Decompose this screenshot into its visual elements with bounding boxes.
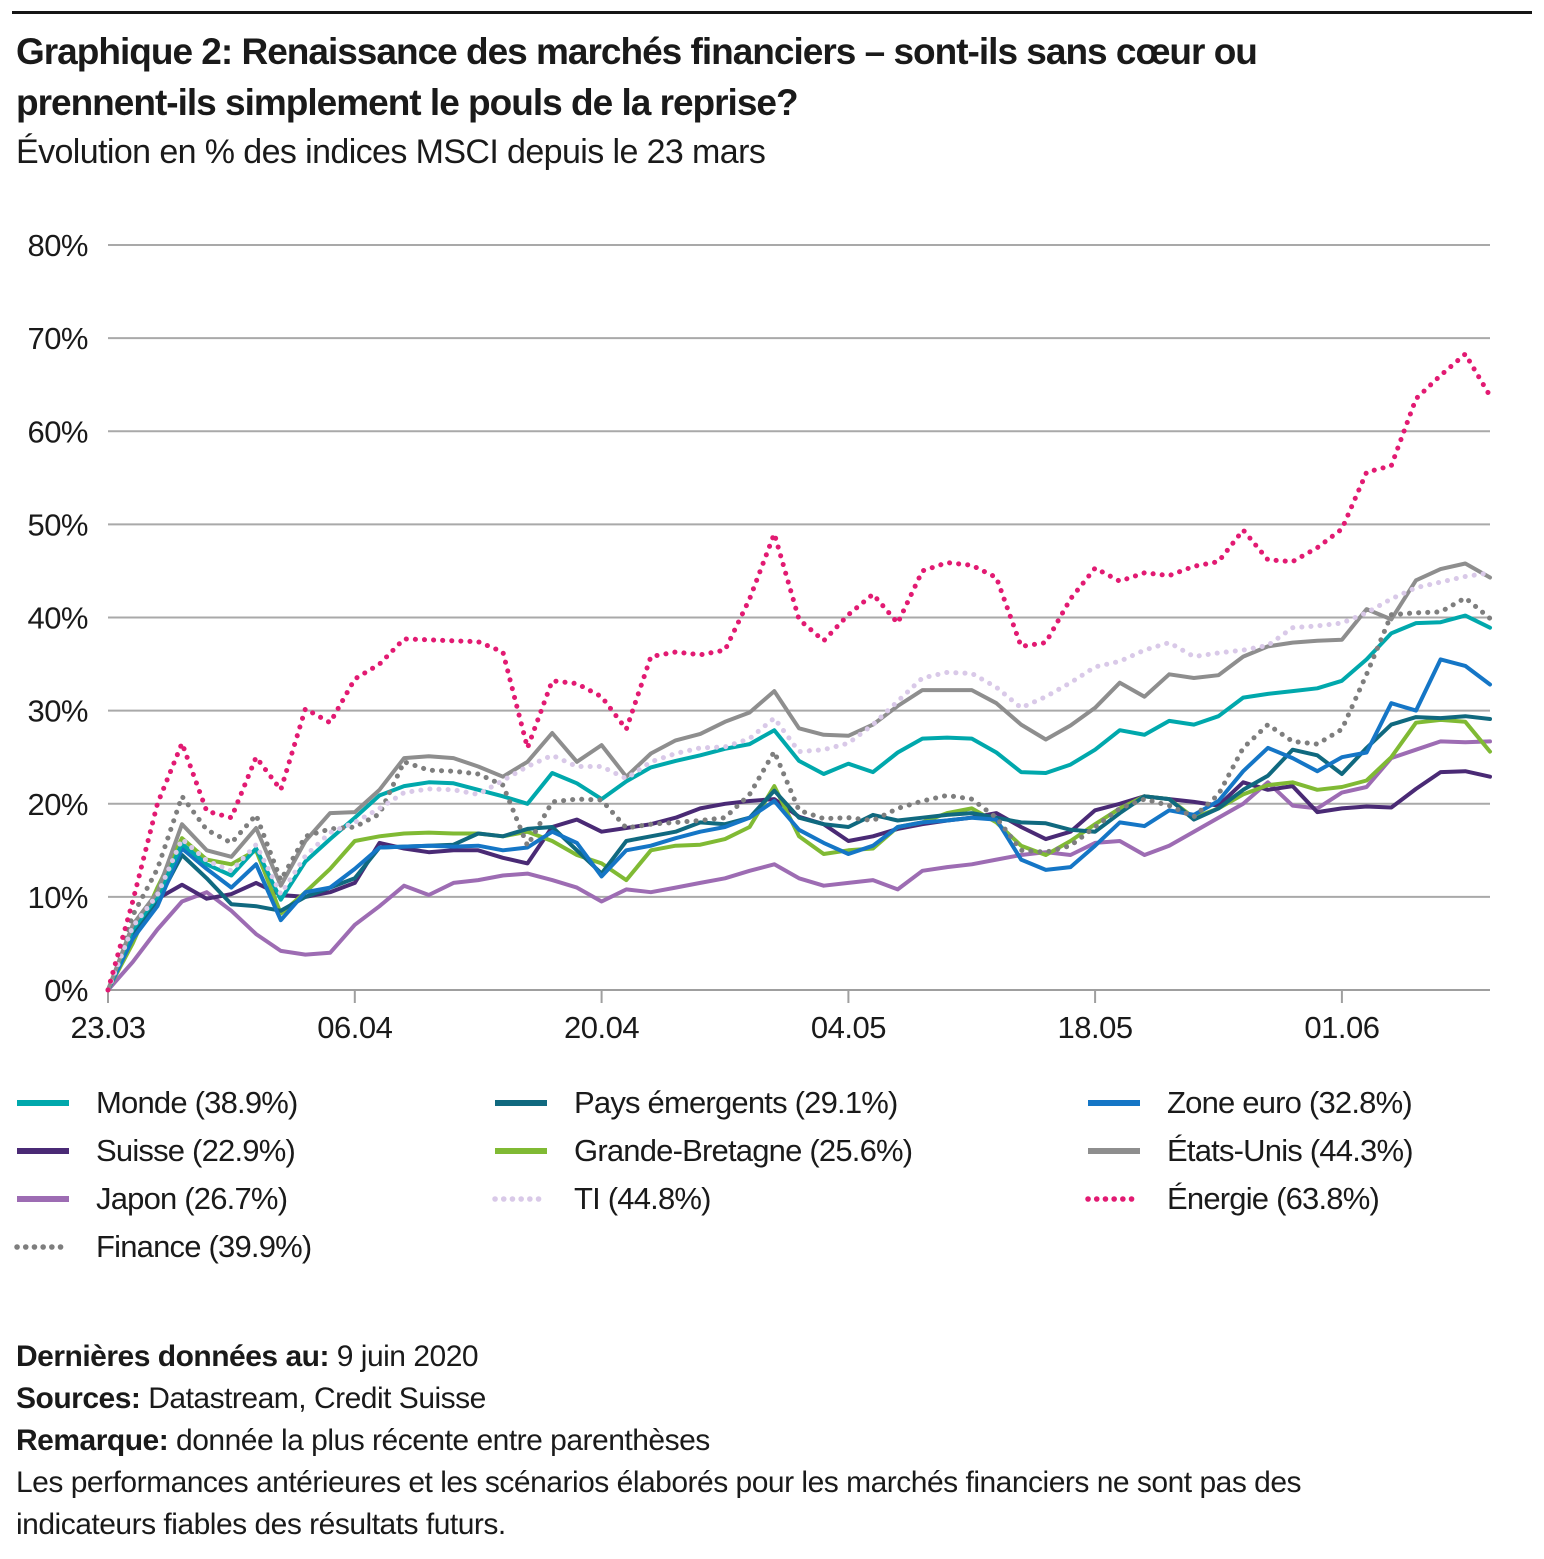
legend-label-japon: Japon (26.7%): [96, 1181, 288, 1216]
legend-item-grande-bretagne: Grande-Bretagne (25.6%): [492, 1127, 913, 1175]
top-rule: [12, 11, 1532, 14]
legend-swatch-ti-icon: [492, 1196, 550, 1202]
legend-label-monde: Monde (38.9%): [96, 1085, 298, 1120]
chart-title-line-1: Graphique 2: Renaissance des marchés fin…: [16, 31, 1258, 72]
chart-subtitle: Évolution en % des indices MSCI depuis l…: [16, 133, 766, 171]
x-axis-tick-label: 20.04: [564, 1010, 639, 1045]
series-line-grande-bretagne: [106, 717, 1492, 992]
legend-item-suisse: Suisse (22.9%): [14, 1127, 311, 1175]
legend-item-ti: TI (44.8%): [492, 1175, 912, 1223]
series-line-japon: [106, 739, 1492, 992]
series-line-energie: [105, 351, 1493, 993]
footer-disclaimer: Les performances antérieures et les scén…: [16, 1466, 1302, 1541]
legend-swatch-energie-icon: [1085, 1196, 1143, 1202]
y-axis-tick-label: 30%: [27, 694, 88, 729]
x-axis-tick-label: 04.05: [811, 1010, 886, 1045]
legend-label-zone-euro: Zone euro (32.8%): [1167, 1085, 1413, 1120]
series-line-finance: [105, 595, 1493, 993]
series-line-etats-unis: [106, 561, 1492, 992]
legend-swatch-suisse-icon: [17, 1148, 69, 1154]
y-axis-tick-label: 70%: [27, 321, 88, 356]
chart-footer: Dernières données au: 9 juin 2020 Source…: [16, 1336, 1426, 1546]
footer-last-data-value: 9 juin 2020: [328, 1340, 479, 1373]
footer-remark-value: donnée la plus récente entre parenthèses: [168, 1424, 710, 1457]
footer-last-data-line: Dernières données au: 9 juin 2020: [16, 1336, 1426, 1378]
x-axis-tick-label: 01.06: [1304, 1010, 1379, 1045]
series-line-ti: [105, 570, 1493, 993]
legend-label-suisse: Suisse (22.9%): [96, 1133, 296, 1168]
legend-swatch-grande-bretagne-icon: [495, 1148, 547, 1154]
legend-label-grande-bretagne: Grande-Bretagne (25.6%): [574, 1133, 913, 1168]
legend-label-ti: TI (44.8%): [574, 1181, 712, 1216]
chart-title: Graphique 2: Renaissance des marchés fin…: [16, 26, 1476, 128]
x-axis-tick-label: 23.03: [70, 1010, 145, 1045]
x-axis-tick-label: 06.04: [317, 1010, 392, 1045]
y-axis-tick-label: 50%: [27, 507, 88, 542]
series-line-pays-emergents: [106, 714, 1492, 992]
legend-swatch-etats-unis-icon: [1088, 1148, 1140, 1154]
footer-sources-label: Sources:: [16, 1382, 141, 1415]
legend-swatch-monde-icon: [17, 1100, 69, 1106]
y-axis-tick-label: 60%: [27, 414, 88, 449]
y-axis-tick-label: 40%: [27, 601, 88, 636]
legend-column-2: Pays émergents (29.1%) Grande-Bretagne (2…: [492, 1079, 913, 1223]
chart-header: Graphique 2: Renaissance des marchés fin…: [16, 26, 1476, 174]
legend-swatch-pays-emergents-icon: [495, 1100, 547, 1106]
legend-label-energie: Énergie (63.8%): [1167, 1181, 1380, 1216]
footer-remark-label: Remarque:: [16, 1424, 169, 1457]
legend-label-finance: Finance (39.9%): [96, 1229, 312, 1264]
y-axis-tick-label: 0%: [44, 973, 88, 1008]
legend-column-3: Zone euro (32.8%) États-Unis (44.3%) Énerg…: [1085, 1079, 1414, 1223]
chart-title-line-2: prennent-ils simplement le pouls de la r…: [16, 82, 799, 123]
footer-remark-line: Remarque: donnée la plus récente entre p…: [16, 1420, 1426, 1462]
chart-legend: Monde (38.9%) Suisse (22.9%) Japon (26.7%)…: [0, 1079, 1544, 1295]
legend-column-1: Monde (38.9%) Suisse (22.9%) Japon (26.7%)…: [14, 1079, 312, 1271]
series-line-zone-euro: [106, 657, 1492, 992]
legend-swatch-zone-euro-icon: [1088, 1100, 1140, 1106]
series-line-monde: [106, 613, 1492, 992]
y-axis-tick-label: 80%: [27, 228, 88, 263]
legend-item-energie: Énergie (63.8%): [1085, 1175, 1413, 1223]
legend-label-pays-emergents: Pays émergents (29.1%): [574, 1085, 898, 1120]
legend-swatch-japon-icon: [17, 1196, 69, 1202]
y-axis-tick-label: 10%: [27, 880, 88, 915]
legend-label-etats-unis: États-Unis (44.3%): [1167, 1133, 1414, 1168]
footer-sources-line: Sources: Datastream, Credit Suisse: [16, 1378, 1426, 1420]
line-chart-plot: 0% 10% 20% 30% 40% 50% 60% 70% 80% 23.03 06.04 20.0…: [27, 228, 1493, 1045]
legend-swatch-finance-icon: [14, 1244, 72, 1250]
y-axis-tick-label: 20%: [27, 787, 88, 822]
legend-item-etats-unis: États-Unis (44.3%): [1085, 1127, 1414, 1175]
legend-item-zone-euro: Zone euro (32.8%): [1085, 1079, 1413, 1127]
legend-item-pays-emergents: Pays émergents (29.1%): [492, 1079, 912, 1127]
legend-item-japon: Japon (26.7%): [14, 1175, 311, 1223]
footer-last-data-label: Dernières données au:: [16, 1340, 329, 1373]
legend-item-finance: Finance (39.9%): [14, 1223, 312, 1271]
footer-sources-value: Datastream, Credit Suisse: [140, 1382, 486, 1415]
x-axis-tick-label: 18.05: [1058, 1010, 1133, 1045]
legend-item-monde: Monde (38.9%): [14, 1079, 311, 1127]
